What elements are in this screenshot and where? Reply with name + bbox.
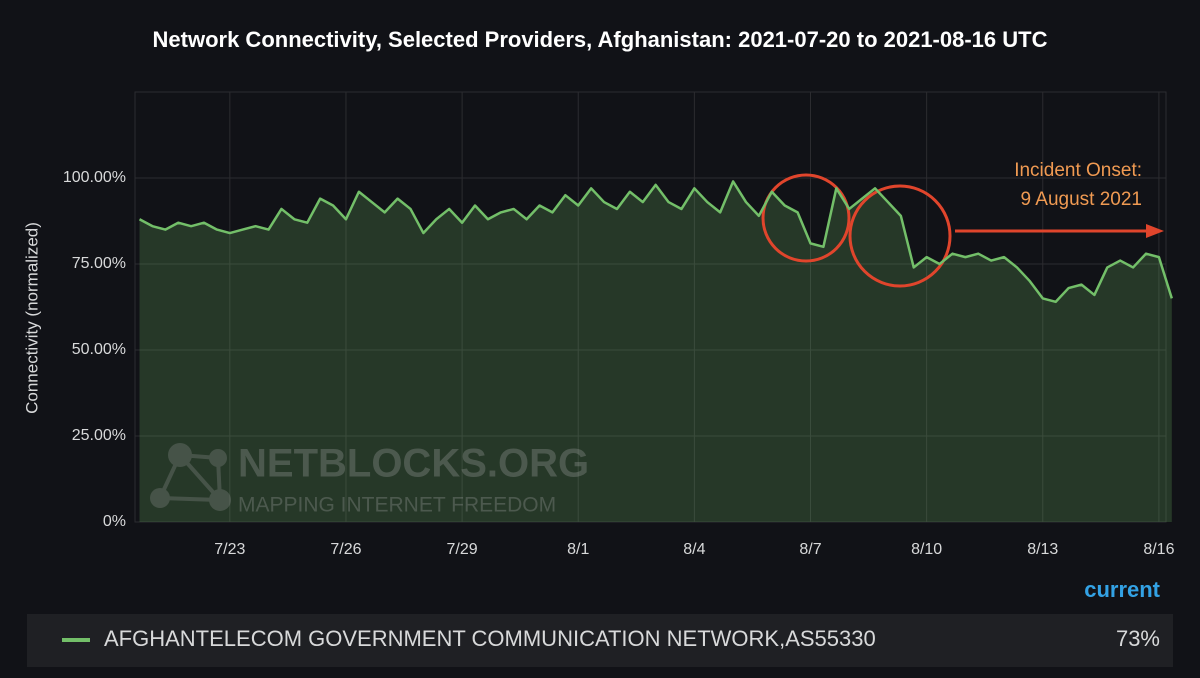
x-tick-label: 7/29 — [447, 541, 478, 558]
watermark-icon — [209, 489, 231, 511]
y-tick-label: 0% — [103, 513, 126, 530]
watermark-icon — [156, 452, 223, 503]
highlight-circle — [761, 173, 851, 263]
area — [139, 181, 1172, 522]
y-tick-label: 100.00% — [63, 169, 126, 186]
watermark-title: NETBLOCKS.ORG — [238, 442, 589, 486]
y-tick-label: 50.00% — [72, 341, 126, 358]
watermark-icon — [168, 443, 192, 467]
y-tick-label: 25.00% — [72, 427, 126, 444]
legend-box — [27, 614, 1173, 667]
annotation: 9 August 2021 — [1021, 189, 1143, 210]
legend-value: 73% — [1116, 626, 1160, 651]
x-tick-label: 8/13 — [1027, 541, 1058, 558]
watermark: NETBLOCKS.ORG MAPPING INTERNET FREEDOM — [150, 442, 589, 517]
watermark-icon — [150, 488, 170, 508]
legend-label: AFGHANTELECOM GOVERNMENT COMMUNICATION N… — [104, 626, 876, 651]
highlight-circle — [848, 184, 952, 288]
x-tick-label: 8/4 — [683, 541, 705, 558]
x-tick-label: 8/16 — [1143, 541, 1174, 558]
chart-title: Network Connectivity, Selected Providers… — [153, 27, 1048, 52]
legend-header: current — [1084, 577, 1160, 602]
x-tick-label: 8/10 — [911, 541, 942, 558]
x-tick-label: 7/26 — [330, 541, 361, 558]
y-axis-label: Connectivity (normalized) — [22, 222, 41, 414]
watermark-subtitle: MAPPING INTERNET FREEDOM — [238, 494, 556, 517]
watermark-icon — [209, 449, 227, 467]
arrow-head — [1146, 224, 1164, 238]
x-tick-label: 7/23 — [214, 541, 245, 558]
y-tick-label: 75.00% — [72, 255, 126, 272]
line — [138, 180, 1174, 304]
x-tick-label: 8/7 — [799, 541, 821, 558]
annotation: Incident Onset: — [1014, 160, 1142, 181]
x-tick-label: 8/1 — [567, 541, 589, 558]
